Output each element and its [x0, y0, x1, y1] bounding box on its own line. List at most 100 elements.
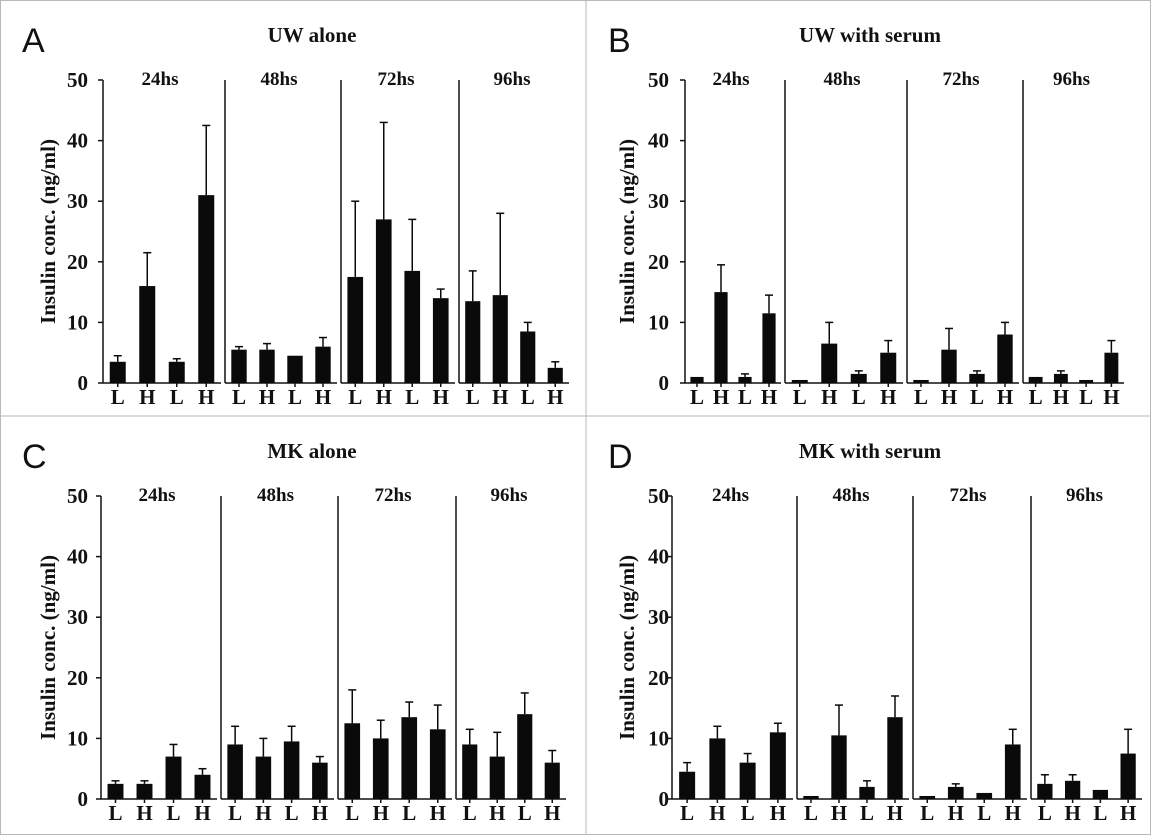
category-label: L: [348, 385, 362, 409]
panel-title: UW alone: [268, 23, 357, 47]
bar: [489, 756, 505, 799]
category-label: H: [433, 385, 449, 409]
bar: [997, 334, 1013, 383]
y-tick-label: 0: [78, 787, 89, 811]
bar: [429, 729, 446, 799]
y-axis-label: Insulin conc. (ng/ml): [36, 139, 60, 324]
group-label: 24hs: [139, 485, 176, 506]
bar: [372, 738, 389, 799]
category-label: L: [1079, 385, 1093, 409]
category-label: H: [492, 385, 508, 409]
category-label: L: [345, 801, 359, 825]
category-label: L: [690, 385, 704, 409]
group-label: 72hs: [943, 69, 980, 90]
bar: [679, 771, 696, 799]
category-label: L: [285, 801, 299, 825]
bar: [791, 379, 808, 383]
group-label: 72hs: [378, 69, 415, 90]
category-label: H: [709, 801, 725, 825]
group-label: 96hs: [1053, 69, 1090, 90]
bar: [517, 714, 533, 799]
bar: [312, 762, 328, 799]
category-label: H: [198, 385, 214, 409]
category-label: L: [228, 801, 242, 825]
group-label: 96hs: [494, 69, 531, 90]
y-tick-label: 30: [67, 605, 88, 629]
category-label: L: [680, 801, 694, 825]
bar: [1079, 379, 1094, 383]
category-label: H: [489, 801, 505, 825]
bar: [283, 741, 300, 799]
category-label: H: [948, 801, 964, 825]
y-tick-label: 20: [648, 250, 669, 274]
y-tick-label: 30: [648, 605, 669, 629]
bar: [492, 295, 508, 383]
category-label: L: [793, 385, 807, 409]
bar: [1037, 783, 1053, 799]
panels: A UW alone Insulin conc. (ng/ml) 0 10 20 30 40 5…: [22, 22, 1142, 825]
y-tick-label: 10: [648, 310, 669, 334]
bar: [344, 723, 361, 799]
category-label: H: [887, 801, 903, 825]
bar: [544, 762, 560, 799]
bar: [1092, 789, 1109, 799]
category-label: H: [430, 801, 446, 825]
category-label: H: [821, 385, 837, 409]
group-label: 24hs: [142, 69, 179, 90]
category-label: H: [941, 385, 957, 409]
category-label: H: [1053, 385, 1069, 409]
bar: [947, 786, 964, 799]
panel-letter: B: [608, 22, 631, 60]
group-label: 48hs: [261, 69, 298, 90]
bar: [821, 343, 838, 383]
bar: [913, 379, 929, 383]
bar: [547, 367, 563, 383]
category-label: L: [1038, 801, 1052, 825]
bar: [762, 313, 776, 383]
y-axis-label: Insulin conc. (ng/ml): [615, 555, 639, 740]
y-axis-label: Insulin conc. (ng/ml): [36, 555, 60, 740]
chart-panel-b: B UW with serum Insulin conc. (ng/ml) 0 10 20…: [608, 22, 1124, 409]
category-label: H: [1064, 801, 1080, 825]
bar: [109, 361, 126, 383]
bar: [831, 735, 847, 799]
bar: [259, 349, 275, 383]
bar: [432, 298, 449, 383]
category-label: H: [315, 385, 331, 409]
category-label: L: [804, 801, 818, 825]
y-tick-label: 30: [67, 189, 88, 213]
bar: [315, 346, 331, 383]
chart-panel-c: C MK alone Insulin conc. (ng/ml) 0 10 20 30 40 5…: [22, 438, 566, 825]
group-label: 24hs: [712, 485, 749, 506]
category-label: H: [761, 385, 777, 409]
group-label: 48hs: [824, 69, 861, 90]
bar: [709, 738, 726, 799]
category-label: H: [1103, 385, 1119, 409]
bar: [462, 744, 478, 799]
y-tick-label: 40: [648, 545, 669, 569]
bar: [1004, 744, 1021, 799]
category-label: L: [741, 801, 755, 825]
bar: [168, 361, 185, 383]
y-axis-label: Insulin conc. (ng/ml): [615, 139, 639, 324]
category-label: L: [738, 385, 752, 409]
bar: [859, 786, 875, 799]
bar: [1064, 780, 1081, 799]
bar: [347, 276, 364, 383]
panel-title: MK with serum: [799, 439, 942, 463]
bar: [769, 732, 786, 799]
category-label: H: [194, 801, 210, 825]
y-tick-label: 30: [648, 189, 669, 213]
category-label: H: [136, 801, 152, 825]
category-label: L: [405, 385, 419, 409]
category-label: H: [373, 801, 389, 825]
y-tick-label: 40: [67, 545, 88, 569]
bar: [850, 373, 867, 383]
group-label: 96hs: [491, 485, 528, 506]
bar: [941, 349, 957, 383]
bar: [401, 717, 418, 799]
category-label: H: [1120, 801, 1136, 825]
category-label: H: [255, 801, 271, 825]
category-label: H: [312, 801, 328, 825]
